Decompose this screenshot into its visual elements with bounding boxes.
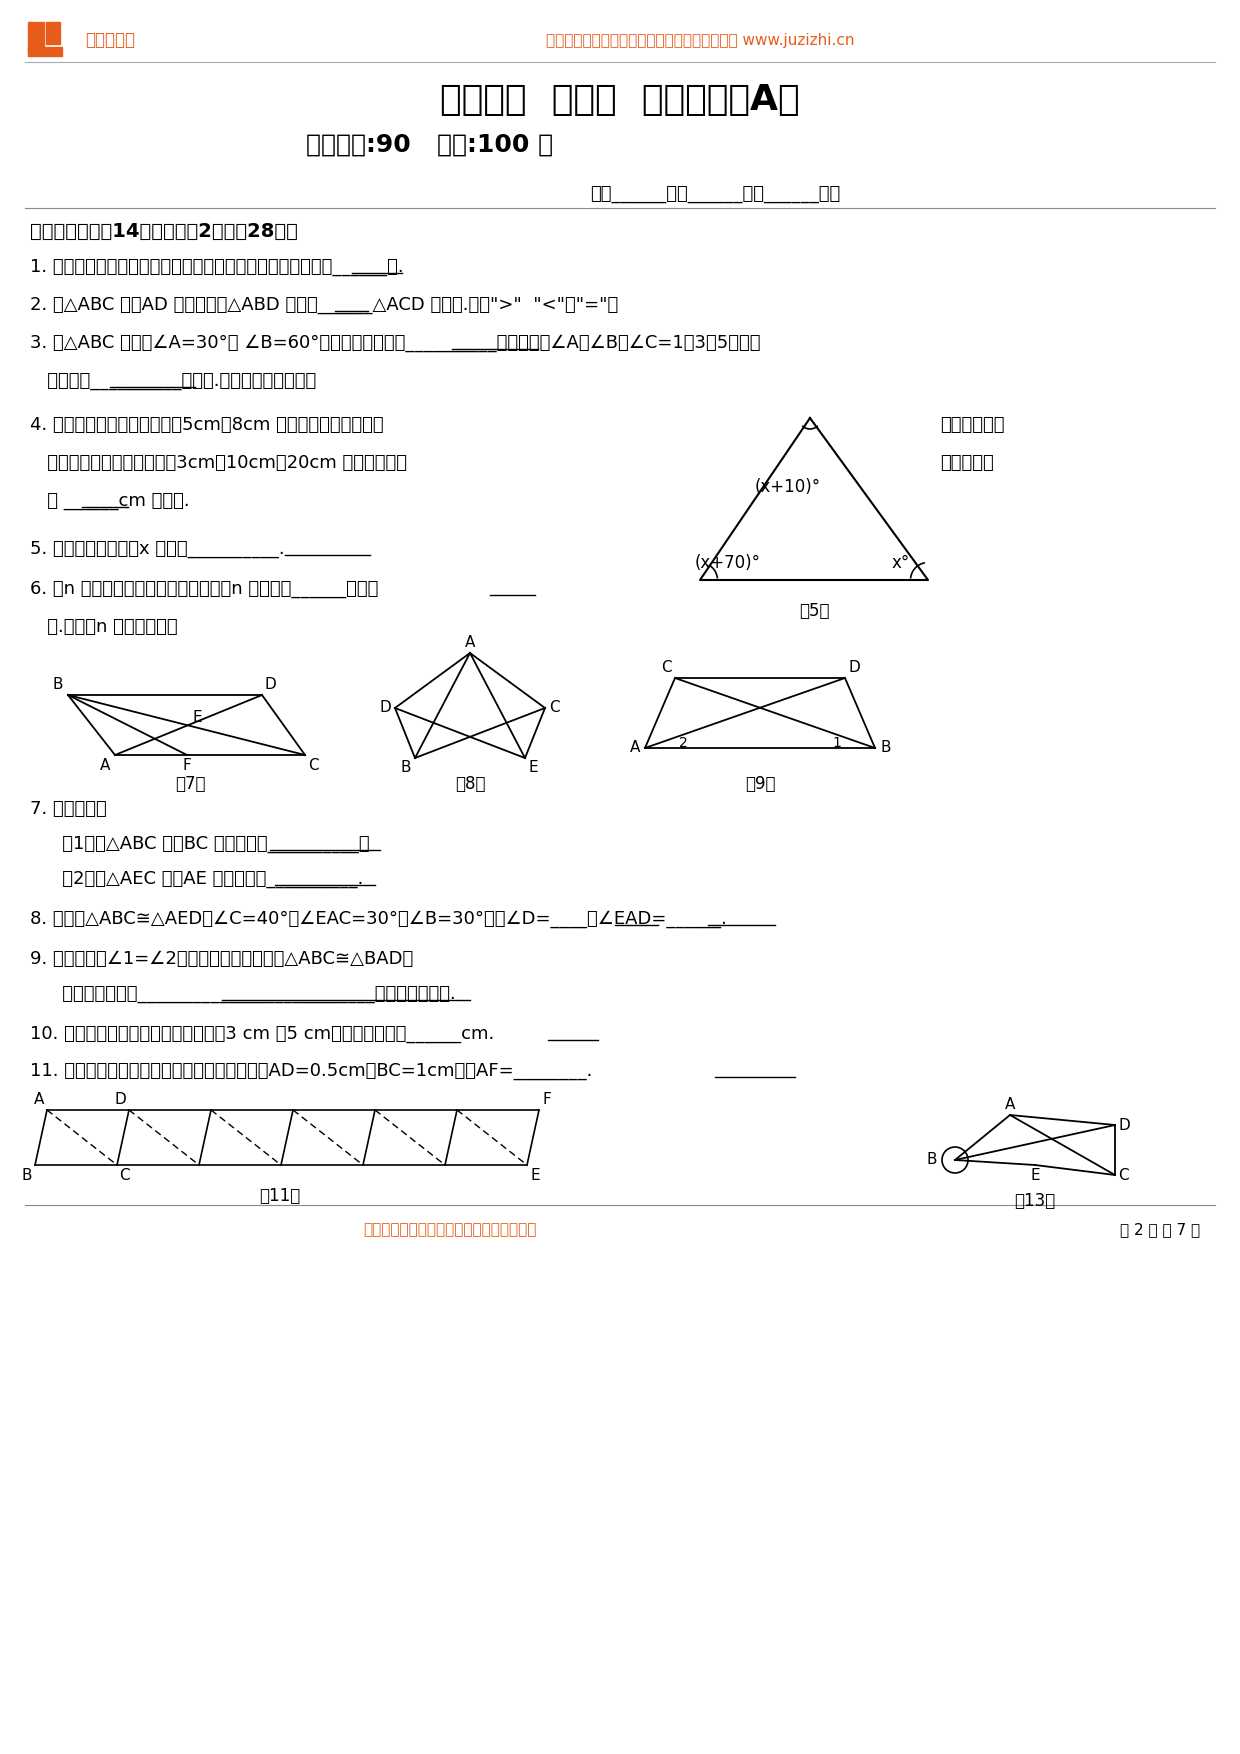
Text: 海量题库、专项训练，进入橘子汁课堂官网: 海量题库、专项训练，进入橘子汁课堂官网 (363, 1223, 537, 1237)
Text: x°: x° (892, 554, 910, 572)
Text: E: E (193, 710, 202, 726)
Text: 11. 图所示的图案是由全等的图形拼成的，其中AD=0.5cm，BC=1cm，则AF=________.: 11. 图所示的图案是由全等的图形拼成的，其中AD=0.5cm，BC=1cm，则… (30, 1061, 593, 1080)
Text: B: B (880, 740, 890, 756)
Text: D: D (848, 660, 859, 675)
Text: 第8题: 第8题 (455, 775, 485, 793)
Text: D: D (1118, 1117, 1130, 1133)
Text: 7. 如图所示：: 7. 如图所示： (30, 800, 107, 817)
Text: A: A (99, 758, 110, 774)
Text: C: C (661, 660, 672, 675)
Text: C: C (549, 700, 559, 716)
Text: C: C (119, 1168, 130, 1182)
Text: D: D (379, 700, 391, 716)
Text: E: E (1030, 1168, 1040, 1182)
Text: 可以选择长: 可以选择长 (940, 454, 993, 472)
Text: 海量题库、专项训练，进入橘子汁课堂官网下载 www.juzizhi.cn: 海量题库、专项训练，进入橘子汁课堂官网下载 www.juzizhi.cn (546, 33, 854, 47)
Text: A: A (465, 635, 475, 651)
Text: 9. 如图，已知∠1=∠2，请你添加一个条件使△ABC≅△BAD，: 9. 如图，已知∠1=∠2，请你添加一个条件使△ABC≅△BAD， (30, 951, 413, 968)
Text: 第7题: 第7题 (175, 775, 206, 793)
Text: A: A (33, 1093, 43, 1107)
Bar (29, 47, 62, 56)
Text: D: D (114, 1093, 126, 1107)
Text: (x+10)°: (x+10)° (755, 479, 821, 496)
Text: 第十一章  三角形  单元测试（A）: 第十一章 三角形 单元测试（A） (440, 82, 800, 118)
Text: B: B (21, 1168, 32, 1182)
Text: A: A (1004, 1096, 1016, 1112)
Text: 答题时间:90   满分:100 分: 答题时间:90 满分:100 分 (306, 133, 553, 158)
Text: 钉成一个三角形框架，现有3cm、10cm、20cm 三根木条，他: 钉成一个三角形框架，现有3cm、10cm、20cm 三根木条，他 (30, 454, 407, 472)
Text: 第13题: 第13题 (1014, 1193, 1055, 1210)
Text: 10. 若一个等腰三角形的两边长分别是3 cm 和5 cm，则它的周长是______cm.: 10. 若一个等腰三角形的两边长分别是3 cm 和5 cm，则它的周长是____… (30, 1024, 495, 1044)
Text: C: C (1118, 1168, 1128, 1182)
Text: 2: 2 (678, 737, 687, 751)
Text: 木条，将它们: 木条，将它们 (940, 416, 1004, 433)
Text: (x+70)°: (x+70)° (694, 554, 761, 572)
Text: 班级______学号______姓名______得分: 班级______学号______姓名______得分 (590, 184, 841, 203)
Text: 第 2 页 共 7 页: 第 2 页 共 7 页 (1120, 1223, 1200, 1237)
Text: 8. 如图，△ABC≅△AED，∠C=40°，∠EAC=30°，∠B=30°，则∠D=____，∠EAD=______.: 8. 如图，△ABC≅△AED，∠C=40°，∠EAC=30°，∠B=30°，则… (30, 910, 727, 928)
Text: B: B (52, 677, 63, 693)
Text: 三角形为__________三角形.（按角的分类填写）: 三角形为__________三角形.（按角的分类填写） (30, 372, 316, 389)
Text: B: B (401, 759, 410, 775)
Text: （2）在△AEC 中，AE 边上的高是__________.: （2）在△AEC 中，AE 边上的高是__________. (45, 870, 363, 888)
Bar (29, 23, 43, 53)
Text: D: D (265, 677, 277, 693)
Text: 1: 1 (832, 737, 842, 751)
Text: 5. 如图所示的图形中x 的値是__________.: 5. 如图所示的图形中x 的値是__________. (30, 540, 285, 558)
Text: 4. 一木工师傅有两根长分别为5cm、8cm 的木条，他要找第三根: 4. 一木工师傅有两根长分别为5cm、8cm 的木条，他要找第三根 (30, 416, 383, 433)
Text: 第11题: 第11题 (259, 1187, 300, 1205)
Text: A: A (630, 740, 640, 756)
Text: 6. 过n 边形的一个顶点的对角线可以把n 边形分成______个三角: 6. 过n 边形的一个顶点的对角线可以把n 边形分成______个三角 (30, 581, 378, 598)
Text: 第5题: 第5题 (799, 602, 830, 619)
Text: 你的添加条件是__________________________（填一个即可）.: 你的添加条件是__________________________（填一个即可）… (45, 986, 456, 1003)
Text: 橘子汁课堂: 橘子汁课堂 (86, 32, 135, 49)
Text: （1）在△ABC 中，BC 边上的高是__________；: （1）在△ABC 中，BC 边上的高是__________； (45, 835, 370, 852)
Text: 2. 在△ABC 中，AD 是中线，则△ABD 的面积______△ACD 的面积.（填">"  "<"或"="）: 2. 在△ABC 中，AD 是中线，则△ABD 的面积______△ACD 的面… (30, 296, 619, 314)
Text: F: F (182, 758, 191, 774)
Text: B: B (926, 1152, 937, 1168)
Text: E: E (529, 759, 538, 775)
Text: 一、填空题（入14小题，每题2分，入28分）: 一、填空题（入14小题，每题2分，入28分） (30, 223, 298, 240)
Bar (46, 23, 60, 44)
Text: F: F (542, 1093, 551, 1107)
Text: 形.（用含n 的式子表示）: 形.（用含n 的式子表示） (30, 617, 177, 637)
Text: 第9题: 第9题 (745, 775, 775, 793)
Text: 为 ______cm 的木条.: 为 ______cm 的木条. (30, 493, 190, 510)
Text: 1. 撞上支撑后的自行车能稳稳地停在地上，是因为三角形具有______性.: 1. 撞上支撑后的自行车能稳稳地停在地上，是因为三角形具有______性. (30, 258, 404, 275)
Text: C: C (308, 758, 319, 774)
Text: E: E (529, 1168, 539, 1182)
Text: 3. 在△ABC 中，若∠A=30°， ∠B=60°，则这个三角形为__________三角形；若∠A：∠B：∠C=1：3：5，这个: 3. 在△ABC 中，若∠A=30°， ∠B=60°，则这个三角形为______… (30, 333, 760, 353)
